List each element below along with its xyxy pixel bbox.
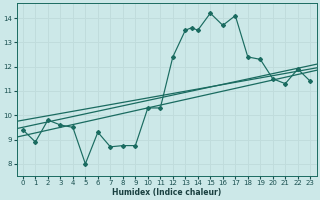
X-axis label: Humidex (Indice chaleur): Humidex (Indice chaleur)	[112, 188, 221, 197]
